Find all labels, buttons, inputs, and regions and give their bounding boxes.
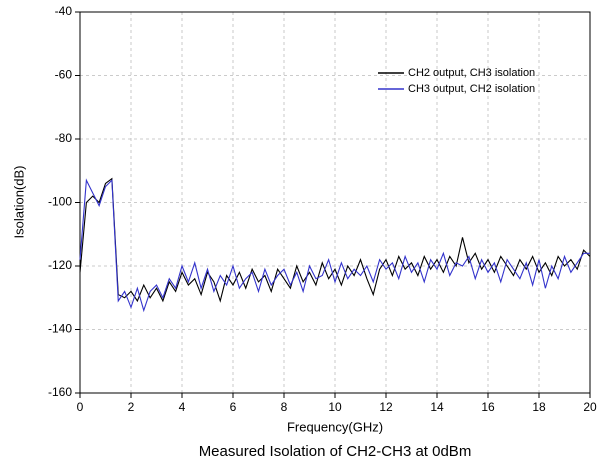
y-tick-label: -160 <box>48 385 72 399</box>
x-tick-label: 14 <box>430 400 444 414</box>
series-line <box>79 177 591 303</box>
x-tick-label: 8 <box>281 400 288 414</box>
y-axis-label: Isolation(dB) <box>11 166 26 239</box>
x-tick-label: 2 <box>128 400 135 414</box>
x-tick-label: 18 <box>532 400 546 414</box>
x-tick-label: 20 <box>583 400 597 414</box>
x-tick-label: 10 <box>328 400 342 414</box>
y-tick-label: -100 <box>48 195 72 209</box>
y-tick-label: -60 <box>55 68 73 82</box>
legend-label: CH2 output, CH3 isolation <box>408 67 535 79</box>
x-tick-label: 12 <box>379 400 393 414</box>
legend-label: CH3 output, CH2 isolation <box>408 83 535 95</box>
plot-frame <box>79 11 591 394</box>
series-line <box>79 178 590 313</box>
y-tick-label: -140 <box>48 322 72 336</box>
chart-title: Measured Isolation of CH2-CH3 at 0dBm <box>199 443 472 460</box>
y-tick-label: -120 <box>48 258 72 272</box>
y-tick-label: -40 <box>55 4 73 18</box>
x-tick-label: 4 <box>179 400 186 414</box>
x-tick-label: 16 <box>481 400 495 414</box>
x-tick-label: 6 <box>230 400 237 414</box>
x-axis-label: Frequency(GHz) <box>287 419 383 434</box>
y-tick-label: -80 <box>55 131 73 145</box>
x-tick-label: 0 <box>77 400 84 414</box>
